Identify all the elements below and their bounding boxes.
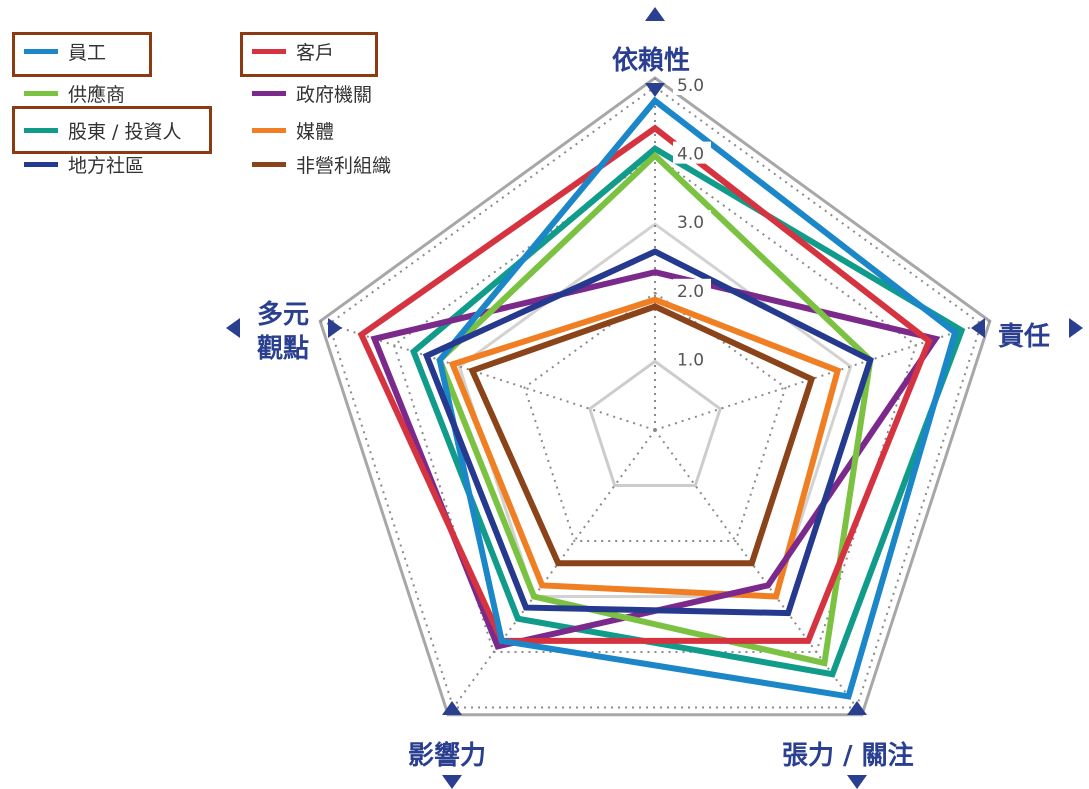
grid-spoke — [654, 320, 991, 431]
grid-ring — [327, 85, 983, 709]
tick-label-bg — [673, 278, 711, 301]
axis-label-diverse-perspectives: 多元觀點 — [256, 300, 309, 364]
tick-label-bg — [673, 141, 711, 164]
tick-label: 2.0 — [677, 282, 704, 302]
grid-ring — [392, 154, 918, 653]
legend-label: 政府機關 — [296, 83, 373, 106]
axis-label-responsibility: 責任 — [998, 322, 1051, 352]
arrow-up-icon — [645, 7, 665, 21]
legend-item-nonprofit: 非營利組織 — [252, 151, 391, 177]
series-polygon — [436, 151, 874, 667]
tick-label-bg — [673, 210, 711, 233]
tick-label: 3.0 — [677, 213, 704, 233]
series-polygon — [468, 303, 816, 567]
arrow-left-icon — [971, 318, 985, 338]
legend-item-community: 地方社區 — [24, 151, 144, 177]
arrow-left-icon — [226, 318, 240, 338]
arrow-up-icon — [847, 701, 867, 715]
legend-item-shareholders: 股東 / 投資人 — [24, 117, 181, 143]
legend-label: 供應商 — [68, 83, 126, 106]
arrow-right-icon — [1069, 318, 1083, 338]
legend-label: 非營利組織 — [296, 154, 392, 177]
grid-spoke — [319, 320, 656, 431]
legend-label: 員工 — [68, 41, 107, 64]
grid-ring — [457, 222, 853, 598]
legend-label: 客戶 — [296, 41, 335, 64]
legend-item-customers: 客戶 — [252, 38, 334, 64]
highlight-box-shareholders — [12, 106, 212, 154]
arrow-down-icon — [645, 83, 665, 97]
highlight-box-customers — [240, 32, 378, 77]
tick-label: 4.0 — [677, 145, 704, 165]
series-polygon — [448, 296, 842, 600]
series-polygon — [357, 124, 933, 644]
legend-label: 地方社區 — [68, 154, 145, 177]
legend-swatch — [24, 48, 58, 54]
series-polygon — [422, 248, 874, 617]
tick-label-bg — [673, 73, 711, 95]
grid-layer — [318, 76, 992, 717]
series-polygon — [370, 269, 941, 650]
legend-swatch — [24, 161, 58, 167]
arrow-right-icon — [328, 318, 342, 338]
grid-ring — [523, 291, 787, 542]
series-polygon — [436, 96, 959, 700]
axis-label-influence: 影響力 — [408, 741, 487, 771]
legend-swatch — [252, 48, 286, 54]
grid-outer-pentagon — [318, 76, 992, 717]
legend-swatch — [252, 161, 286, 167]
series-layer — [357, 96, 966, 700]
grid-spoke — [654, 429, 863, 716]
tick-label: 5.0 — [677, 76, 704, 96]
legend-item-media: 媒體 — [252, 117, 334, 143]
legend-item-suppliers: 供應商 — [24, 80, 125, 106]
grid-spoke — [447, 429, 656, 716]
tick-label-bg — [673, 347, 711, 370]
arrow-up-icon — [442, 701, 462, 715]
tick-label: 1.0 — [677, 350, 704, 370]
legend-label: 股東 / 投資人 — [68, 120, 182, 143]
axis-label-tension: 張力 / 關注 — [782, 741, 914, 771]
highlight-box-employees — [12, 32, 152, 77]
legend-item-government: 政府機關 — [252, 80, 372, 106]
axis-markers — [226, 7, 1083, 789]
axis-label-dependency: 依賴性 — [612, 46, 691, 76]
arrow-down-icon — [442, 775, 462, 789]
legend-label: 媒體 — [296, 120, 335, 143]
legend-swatch — [24, 127, 58, 133]
legend-swatch — [252, 127, 286, 133]
legend-swatch — [24, 90, 58, 96]
legend-item-employees: 員工 — [24, 38, 106, 64]
arrow-down-icon — [847, 775, 867, 789]
tick-labels: 1.0 2.0 3.0 4.0 5.0 — [673, 73, 711, 370]
legend-swatch — [252, 90, 286, 96]
grid-ring — [588, 359, 722, 487]
